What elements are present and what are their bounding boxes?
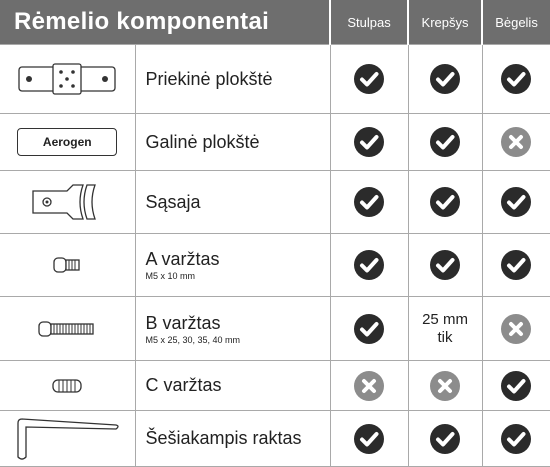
component-name: A varžtas bbox=[145, 249, 220, 269]
check-icon bbox=[407, 44, 483, 114]
image-label: Aerogen bbox=[42, 135, 92, 149]
cross-icon bbox=[481, 113, 550, 171]
column-header: Stulpas bbox=[329, 0, 409, 45]
component-image bbox=[0, 410, 136, 467]
component-name: Galinė plokštė bbox=[145, 131, 260, 152]
component-note: M5 x 10 mm bbox=[145, 271, 196, 281]
component-note: M5 x 25, 30, 35, 40 mm bbox=[145, 334, 241, 345]
component-name: Šešiakampis raktas bbox=[145, 428, 302, 448]
cross-icon bbox=[407, 360, 483, 411]
check-icon bbox=[329, 296, 409, 361]
component-name: Sąsaja bbox=[145, 191, 201, 212]
component-row: C varžtas bbox=[0, 360, 550, 411]
check-icon bbox=[481, 233, 550, 297]
component-name-cell: Šešiakampis raktas bbox=[134, 410, 331, 467]
check-icon bbox=[329, 170, 409, 234]
check-icon bbox=[329, 44, 409, 114]
component-row: Aerogen Galinė plokštė bbox=[0, 113, 550, 171]
component-row: A varžtas M5 x 10 mm bbox=[0, 233, 550, 297]
check-icon bbox=[407, 233, 483, 297]
check-icon bbox=[407, 113, 483, 171]
image-plate: Aerogen bbox=[17, 128, 118, 156]
check-icon bbox=[481, 360, 550, 411]
component-row: Šešiakampis raktas bbox=[0, 410, 550, 467]
component-name-cell: B varžtas M5 x 25, 30, 35, 40 mm bbox=[134, 296, 331, 361]
column-header: Krepšys bbox=[407, 0, 483, 45]
component-name-cell: Priekinė plokštė bbox=[134, 44, 331, 114]
header-row: Rėmelio komponentai Stulpas Krepšys Bėge… bbox=[0, 0, 550, 45]
component-image bbox=[0, 296, 136, 361]
cross-icon bbox=[481, 296, 550, 361]
cross-icon bbox=[329, 360, 409, 411]
component-name-cell: Galinė plokštė bbox=[134, 113, 331, 171]
check-icon bbox=[329, 410, 409, 467]
check-icon bbox=[481, 410, 550, 467]
table-title: Rėmelio komponentai bbox=[0, 0, 331, 45]
component-name: C varžtas bbox=[145, 375, 222, 395]
component-row: Priekinė plokštė bbox=[0, 44, 550, 114]
check-icon bbox=[481, 44, 550, 114]
component-image: Aerogen bbox=[0, 113, 136, 171]
component-name: B varžtas bbox=[145, 312, 221, 333]
component-name-cell: Sąsaja bbox=[134, 170, 331, 234]
component-image bbox=[0, 170, 136, 234]
component-name-cell: C varžtas bbox=[134, 360, 331, 411]
compatibility-text: 25 mm tik bbox=[407, 296, 483, 361]
component-image bbox=[0, 44, 136, 114]
column-header: Bėgelis bbox=[481, 0, 550, 45]
check-icon bbox=[329, 113, 409, 171]
check-icon bbox=[407, 170, 483, 234]
component-row: Sąsaja bbox=[0, 170, 550, 234]
component-row: B varžtas M5 x 25, 30, 35, 40 mm 25 mm tik bbox=[0, 296, 550, 361]
table-body: Priekinė plokštė Aerogen Galinė plokštė Sąs… bbox=[0, 44, 550, 467]
check-icon bbox=[329, 233, 409, 297]
component-name-cell: A varžtas M5 x 10 mm bbox=[134, 233, 331, 297]
component-image bbox=[0, 360, 136, 411]
check-icon bbox=[481, 170, 550, 234]
component-image bbox=[0, 233, 136, 297]
component-name: Priekinė plokštė bbox=[145, 68, 273, 89]
check-icon bbox=[407, 410, 483, 467]
